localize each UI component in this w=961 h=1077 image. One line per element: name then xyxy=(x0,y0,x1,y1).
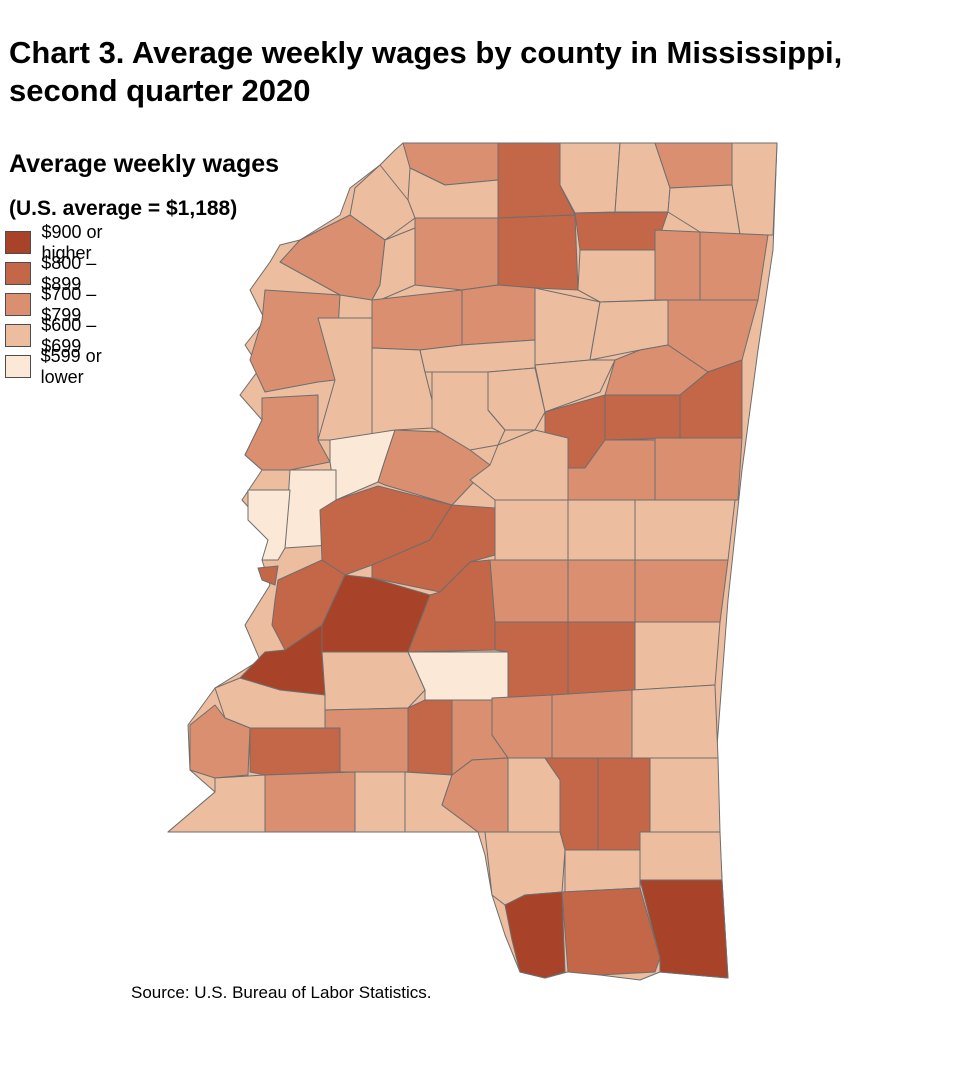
county xyxy=(639,831,723,881)
legend-item-800-899: $800 – $899 xyxy=(5,253,99,294)
county xyxy=(699,231,769,301)
county xyxy=(634,621,721,691)
legend-label: $800 – $899 xyxy=(41,252,97,294)
county xyxy=(264,771,356,833)
legend-swatch xyxy=(5,324,32,347)
county xyxy=(654,437,743,501)
chart-title: Chart 3. Average weekly wages by county … xyxy=(9,35,843,108)
county xyxy=(249,727,341,776)
county xyxy=(631,684,719,759)
county xyxy=(371,289,463,351)
county xyxy=(604,394,681,441)
county xyxy=(167,774,266,833)
county xyxy=(189,704,251,779)
legend-swatch xyxy=(5,355,31,378)
source-note: Source: U.S. Bureau of Labor Statistics. xyxy=(131,983,432,1002)
county xyxy=(561,887,661,976)
county xyxy=(249,289,341,393)
legend-item-700-799: $700 – $799 xyxy=(5,284,99,325)
county xyxy=(649,757,721,833)
county xyxy=(551,689,633,759)
county xyxy=(491,694,553,759)
county xyxy=(487,367,546,431)
legend-item-900-plus: $900 or higher xyxy=(5,222,109,263)
county xyxy=(504,891,566,979)
county xyxy=(497,214,579,291)
legend-item-599-lower: $599 or lower xyxy=(5,346,102,387)
county xyxy=(559,142,621,214)
legend-swatch xyxy=(5,231,32,254)
county xyxy=(567,621,636,696)
legend-label: $900 or higher xyxy=(41,221,103,263)
county xyxy=(564,849,641,893)
legend-label: $700 – $799 xyxy=(41,283,97,325)
county xyxy=(247,489,291,561)
county xyxy=(567,499,636,561)
legend-swatch xyxy=(5,293,32,316)
county xyxy=(639,879,729,979)
legend-heading: Average weekly wages xyxy=(9,150,280,178)
county xyxy=(407,699,453,776)
county xyxy=(494,499,569,561)
county xyxy=(414,217,499,291)
county xyxy=(354,771,406,833)
county xyxy=(534,287,601,366)
county xyxy=(577,249,656,303)
legend-note: (U.S. average = $1,188) xyxy=(9,197,238,220)
county xyxy=(654,229,701,301)
county xyxy=(634,499,736,561)
legend-item-600-699: $600 – $699 xyxy=(5,315,99,356)
county xyxy=(574,211,669,251)
legend-label: $599 or lower xyxy=(40,345,102,387)
county xyxy=(461,284,536,346)
county xyxy=(489,559,569,623)
legend-label: $600 – $699 xyxy=(41,314,97,356)
county xyxy=(731,142,778,236)
county xyxy=(321,651,426,711)
legend-swatch xyxy=(5,262,32,285)
county xyxy=(257,565,279,586)
county xyxy=(634,559,729,623)
county xyxy=(567,559,636,623)
